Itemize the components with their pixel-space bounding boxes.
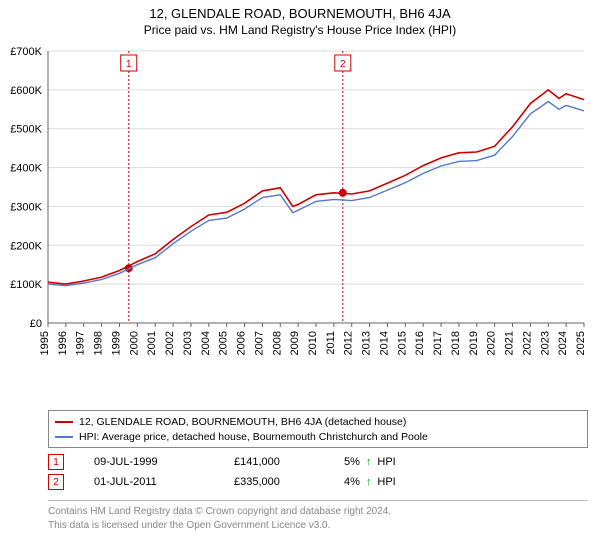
legend-label-hpi: HPI: Average price, detached house, Bour… <box>79 431 428 443</box>
page-title: 12, GLENDALE ROAD, BOURNEMOUTH, BH6 4JA <box>0 6 600 21</box>
svg-text:2021: 2021 <box>504 331 516 355</box>
record-delta: 5% ↑ HPI <box>344 456 396 468</box>
legend-label-property: 12, GLENDALE ROAD, BOURNEMOUTH, BH6 4JA … <box>79 416 406 428</box>
svg-text:2018: 2018 <box>450 331 462 355</box>
records-table: 1 09-JUL-1999 £141,000 5% ↑ HPI 2 01-JUL… <box>48 452 588 492</box>
record-date: 09-JUL-1999 <box>94 456 204 468</box>
legend-swatch-hpi <box>55 436 73 438</box>
svg-text:2023: 2023 <box>539 331 551 355</box>
svg-text:£200K: £200K <box>10 240 42 252</box>
svg-text:1995: 1995 <box>39 331 51 355</box>
svg-text:2010: 2010 <box>307 331 319 355</box>
svg-text:2006: 2006 <box>236 331 248 355</box>
svg-text:1998: 1998 <box>93 331 105 355</box>
svg-text:£400K: £400K <box>10 163 42 175</box>
svg-text:1999: 1999 <box>110 331 122 355</box>
record-delta-label: HPI <box>377 456 395 468</box>
legend-swatch-property <box>55 421 73 423</box>
record-delta-label: HPI <box>377 476 395 488</box>
svg-text:£600K: £600K <box>10 85 42 97</box>
svg-text:£100K: £100K <box>10 279 42 291</box>
record-row: 2 01-JUL-2011 £335,000 4% ↑ HPI <box>48 472 588 492</box>
svg-text:2002: 2002 <box>164 331 176 355</box>
svg-text:£500K: £500K <box>10 124 42 136</box>
record-row: 1 09-JUL-1999 £141,000 5% ↑ HPI <box>48 452 588 472</box>
svg-text:2001: 2001 <box>146 331 158 355</box>
svg-text:2012: 2012 <box>343 331 355 355</box>
svg-text:£700K: £700K <box>10 46 42 58</box>
svg-text:1: 1 <box>126 59 132 70</box>
arrow-up-icon: ↑ <box>366 476 372 488</box>
svg-text:1996: 1996 <box>57 331 69 355</box>
chart-area: £0£100K£200K£300K£400K£500K£600K£700K199… <box>48 45 588 365</box>
svg-text:2025: 2025 <box>575 331 587 355</box>
record-marker-icon: 2 <box>48 474 64 490</box>
line-chart: £0£100K£200K£300K£400K£500K£600K£700K199… <box>48 45 588 365</box>
svg-text:2020: 2020 <box>486 331 498 355</box>
record-delta-pct: 5% <box>344 456 360 468</box>
svg-text:2011: 2011 <box>325 331 337 355</box>
record-delta-pct: 4% <box>344 476 360 488</box>
record-delta: 4% ↑ HPI <box>344 476 396 488</box>
title-block: 12, GLENDALE ROAD, BOURNEMOUTH, BH6 4JA … <box>0 0 600 37</box>
legend-item-hpi: HPI: Average price, detached house, Bour… <box>55 429 581 444</box>
svg-text:2005: 2005 <box>218 331 230 355</box>
svg-text:2004: 2004 <box>200 331 212 355</box>
svg-text:2022: 2022 <box>521 331 533 355</box>
svg-text:2016: 2016 <box>414 331 426 355</box>
arrow-up-icon: ↑ <box>366 456 372 468</box>
svg-text:2024: 2024 <box>557 331 569 355</box>
svg-text:2: 2 <box>340 59 346 70</box>
svg-text:1997: 1997 <box>75 331 87 355</box>
svg-text:2013: 2013 <box>361 331 373 355</box>
record-date: 01-JUL-2011 <box>94 476 204 488</box>
footer-line-2: This data is licensed under the Open Gov… <box>48 519 588 533</box>
footer-line-1: Contains HM Land Registry data © Crown c… <box>48 505 588 519</box>
svg-text:2009: 2009 <box>289 331 301 355</box>
legend: 12, GLENDALE ROAD, BOURNEMOUTH, BH6 4JA … <box>48 410 588 448</box>
svg-text:2000: 2000 <box>128 331 140 355</box>
svg-text:2015: 2015 <box>396 331 408 355</box>
record-marker-icon: 1 <box>48 454 64 470</box>
page-subtitle: Price paid vs. HM Land Registry's House … <box>0 23 600 37</box>
svg-text:£300K: £300K <box>10 201 42 213</box>
svg-text:2017: 2017 <box>432 331 444 355</box>
svg-text:£0: £0 <box>30 318 42 330</box>
svg-text:2008: 2008 <box>271 331 283 355</box>
svg-text:2019: 2019 <box>468 331 480 355</box>
svg-text:2007: 2007 <box>253 331 265 355</box>
svg-text:2014: 2014 <box>378 331 390 355</box>
legend-item-property: 12, GLENDALE ROAD, BOURNEMOUTH, BH6 4JA … <box>55 414 581 429</box>
record-price: £335,000 <box>234 476 314 488</box>
record-price: £141,000 <box>234 456 314 468</box>
footer: Contains HM Land Registry data © Crown c… <box>48 500 588 532</box>
svg-text:2003: 2003 <box>182 331 194 355</box>
